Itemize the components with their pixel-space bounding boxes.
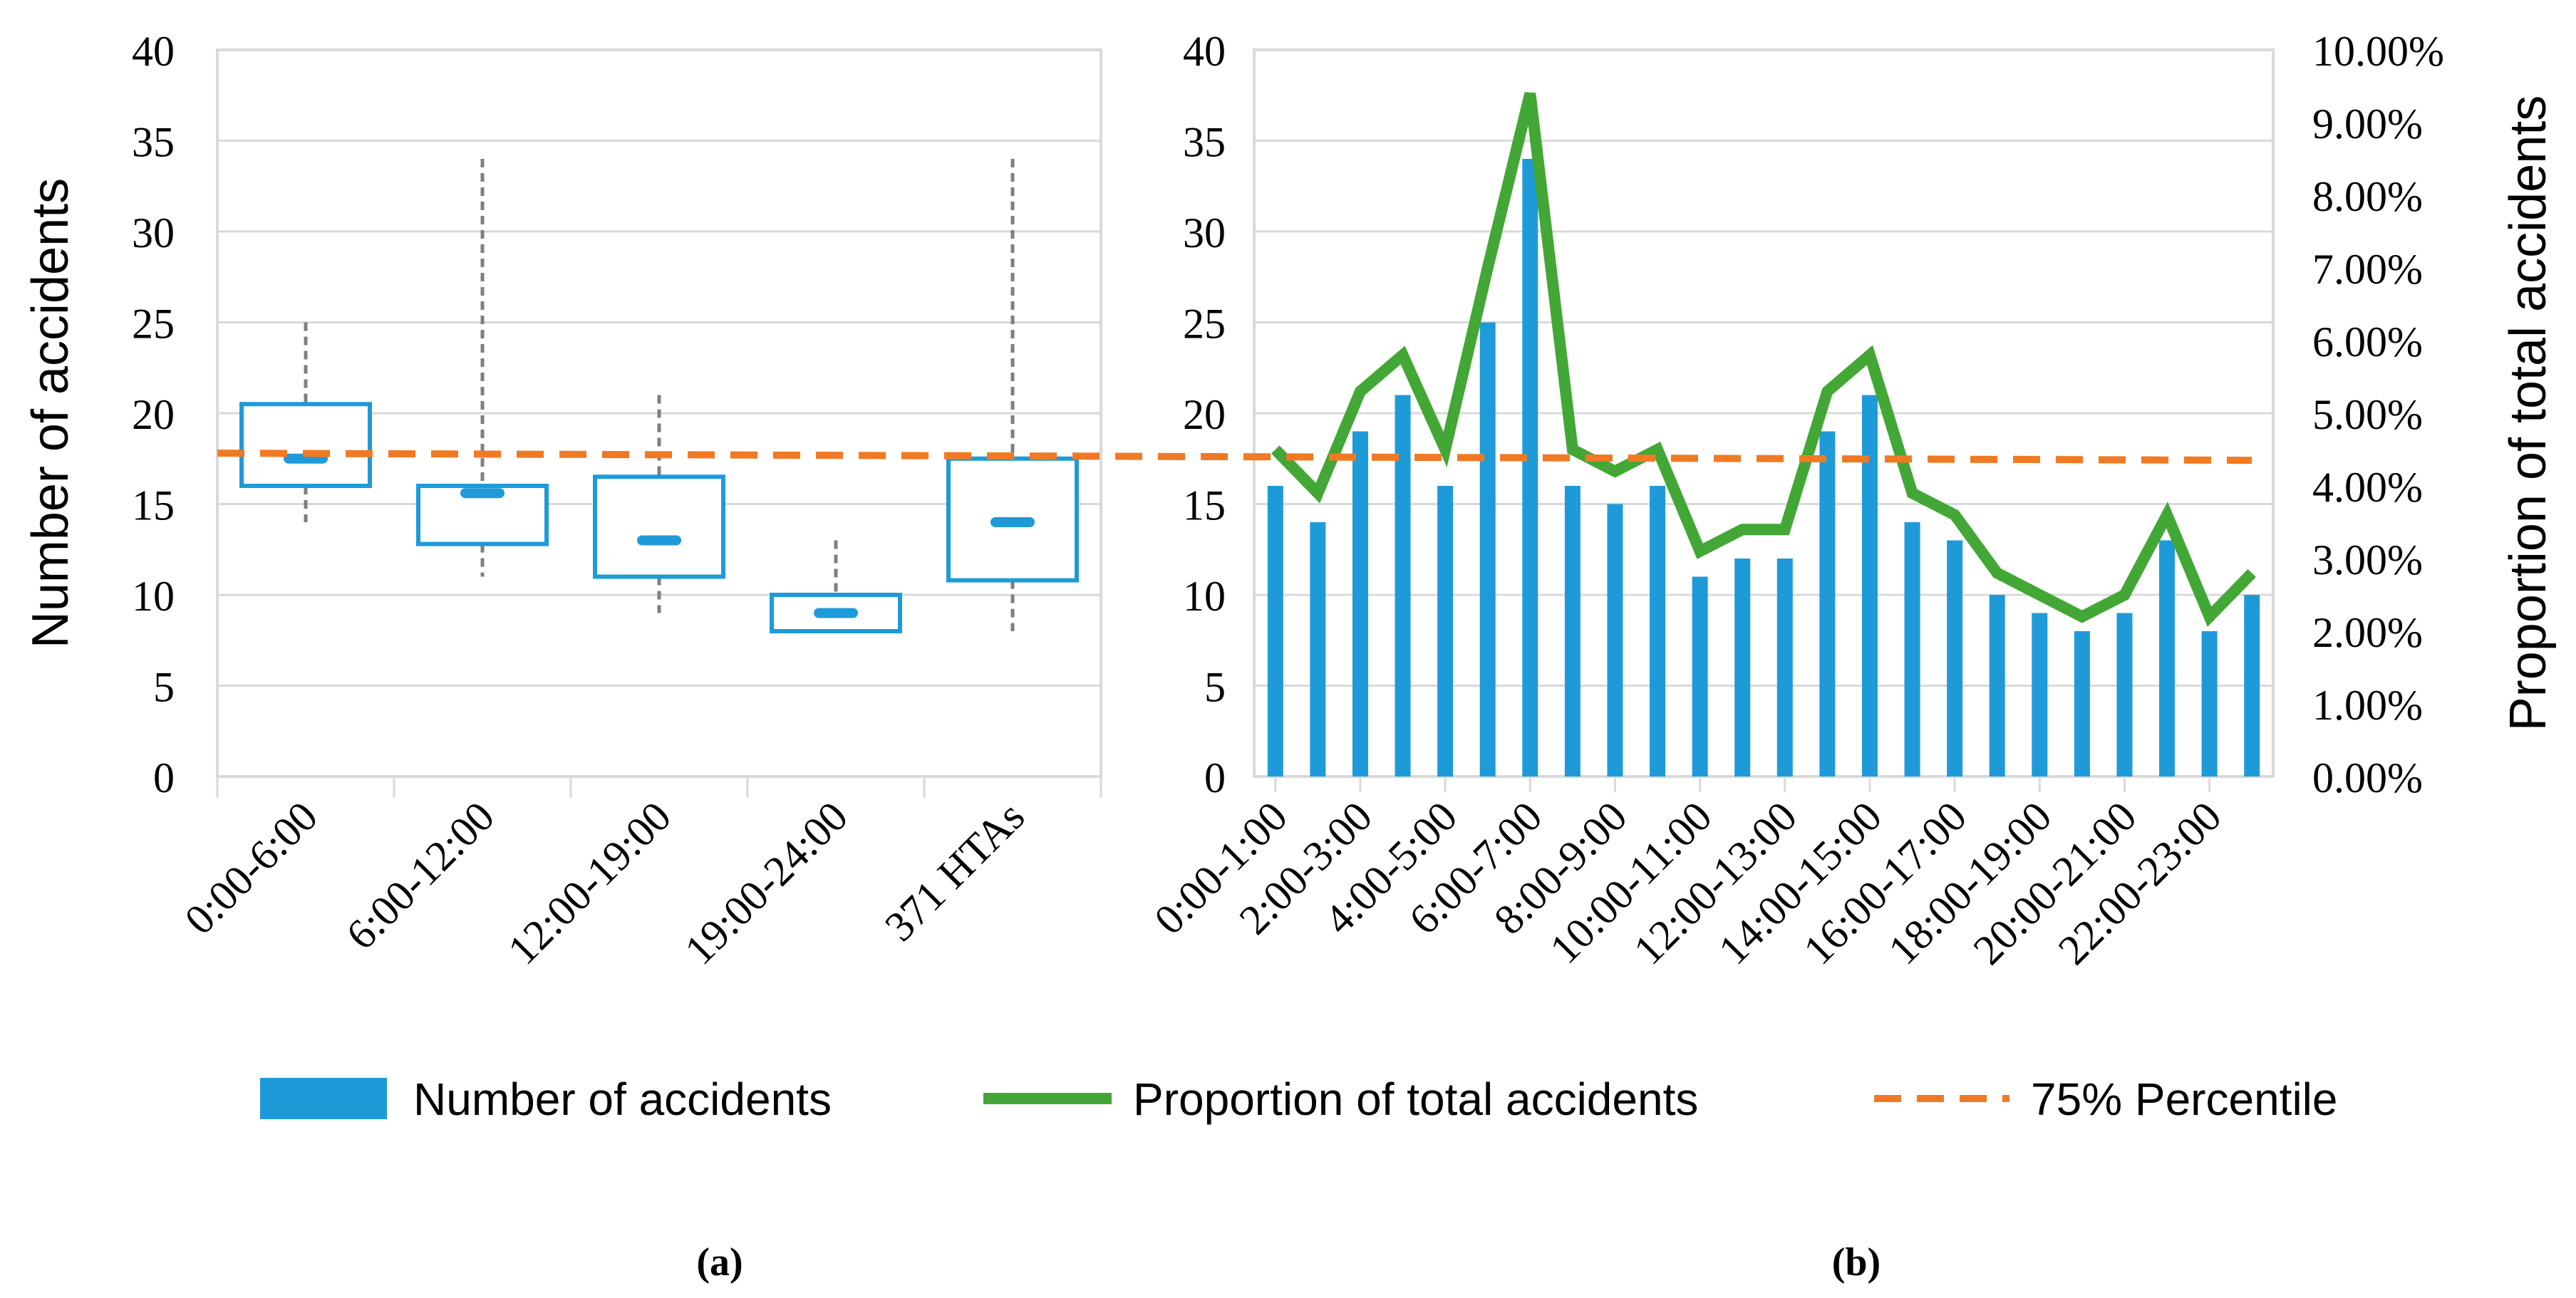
legend-bar-label: Number of accidents <box>413 1074 832 1125</box>
proportion-line <box>1271 92 2256 627</box>
bar <box>2159 540 2176 777</box>
bar <box>2244 595 2260 777</box>
panel-b-bars <box>1267 159 2260 777</box>
panel-a-plot-area <box>216 48 1102 778</box>
bar <box>2116 613 2133 777</box>
bar <box>1479 322 1496 777</box>
panel-b-y-tick-label: 15 <box>1183 482 1226 529</box>
panel-a-y-tick-label: 30 <box>132 209 175 256</box>
bar <box>1650 486 1666 777</box>
panel-b-y2-tick-label: 4.00% <box>2312 464 2423 511</box>
panel-a-y-tick-label: 15 <box>132 482 175 529</box>
panel-b-y-tick-label: 10 <box>1183 573 1226 620</box>
panel-a-x-tick-label: 19:00-24:00 <box>676 793 857 974</box>
panel-a-y-axis-label: Number of accidents <box>22 178 79 648</box>
panel-a-y-tick-label: 35 <box>132 119 175 166</box>
legend-percentile-label: 75% Percentile <box>2031 1074 2337 1125</box>
panel-b-y2-tick-label: 10.00% <box>2312 28 2444 75</box>
bar <box>1607 504 1623 777</box>
bar <box>1776 559 1793 777</box>
panel-b-plot-area <box>1253 48 2275 778</box>
panel-b-x-tick-labels: 0:00-1:002:00-3:004:00-5:006:00-7:008:00… <box>1145 793 2230 974</box>
bar <box>1522 159 1538 777</box>
panel-b-proportion-line <box>1271 92 2256 627</box>
panel-b-y-tick-label: 20 <box>1183 391 1226 438</box>
panel-b-y2-tick-labels: 0.00% 1.00% 2.00% 3.00% 4.00% 5.00% 6.00% 7.00%… <box>2312 28 2444 801</box>
panel-b-y2-tick-label: 8.00% <box>2312 173 2423 220</box>
legend-bar-swatch <box>260 1078 387 1119</box>
bar <box>1352 431 1368 777</box>
panel-a-y-tick-label: 0 <box>153 754 175 801</box>
bar <box>2032 613 2048 777</box>
bar <box>1267 486 1283 777</box>
bar <box>1692 576 1708 777</box>
legend-line-label: Proportion of total accidents <box>1133 1074 1698 1125</box>
panel-b-y2-tick-label: 6.00% <box>2312 318 2423 365</box>
panel-a-x-tick-labels: 0:00-6:00 6:00-12:0012:00-19:0019:00-24:0… <box>176 793 1034 974</box>
panel-a-y-tick-label: 40 <box>132 28 175 75</box>
bar <box>1564 486 1581 777</box>
panel-b-y-tick-label: 30 <box>1183 209 1226 256</box>
panel-b-y2-tick-label: 0.00% <box>2312 754 2423 801</box>
bar <box>1904 522 1920 777</box>
bar <box>1989 595 2005 777</box>
panel-a-x-tick-label: 6:00-12:00 <box>337 793 503 959</box>
panel-a-y-tick-label: 10 <box>132 573 175 620</box>
panel-b-y-tick-label: 5 <box>1204 664 1226 711</box>
bar <box>1861 395 1878 777</box>
panel-b-y-tick-label: 25 <box>1183 301 1226 348</box>
panel-b-y-tick-labels: 0 5 10 15 20 25 30 35 40 <box>1183 28 1226 801</box>
panel-b-y-tick-label: 35 <box>1183 119 1226 166</box>
panel-b-y2-tick-label: 7.00% <box>2312 246 2423 293</box>
panel-b-y2-axis-label: Proportion of total accidents <box>2500 95 2557 732</box>
panel-a-x-tick-label: 0:00-6:00 <box>176 793 327 944</box>
panel-b-y2-tick-label: 2.00% <box>2312 609 2423 656</box>
bar <box>1310 522 1326 777</box>
panel-b-label: (b) <box>1832 1240 1881 1284</box>
percentile-line <box>217 450 2252 464</box>
panel-a-y-tick-label: 5 <box>153 664 175 711</box>
bar <box>1819 431 1836 777</box>
bar <box>1734 559 1751 777</box>
bar <box>1437 486 1454 777</box>
panel-b-y2-tick-label: 1.00% <box>2312 682 2423 729</box>
panel-b-y2-tick-label: 3.00% <box>2312 536 2423 583</box>
box-rect <box>593 474 725 579</box>
panel-a-x-tick-label: 371 HTAs <box>876 793 1033 950</box>
panel-a-y-tick-labels: 0 5 10 15 20 25 30 35 40 <box>132 28 175 801</box>
panel-a-y-tick-label: 25 <box>132 301 175 348</box>
panel-b-y2-tick-label: 5.00% <box>2312 391 2423 438</box>
panel-b-y-tick-label: 40 <box>1183 28 1226 75</box>
panel-a-label: (a) <box>696 1240 743 1284</box>
percentile-75-line <box>217 450 2252 464</box>
legend: Number of accidents Proportion of total … <box>260 1074 2337 1125</box>
panel-a-x-tick-label: 12:00-19:00 <box>499 793 680 974</box>
bar <box>1395 395 1411 777</box>
bar <box>2074 631 2090 777</box>
panel-a-boxes <box>239 159 1079 633</box>
panel-b-y2-tick-label: 9.00% <box>2312 100 2423 147</box>
bar <box>1947 540 1963 777</box>
panel-a-y-tick-label: 20 <box>132 391 175 438</box>
panel-b-y-tick-label: 0 <box>1204 754 1226 801</box>
bar <box>2201 631 2218 777</box>
box-rect <box>239 402 372 488</box>
